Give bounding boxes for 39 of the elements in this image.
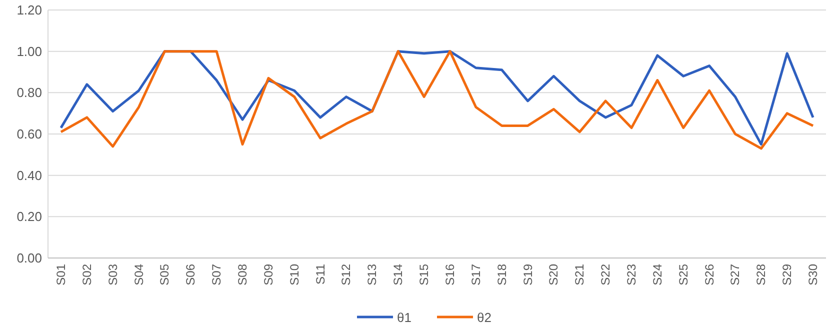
legend-label: θ2 bbox=[477, 310, 492, 325]
x-tick-label: S20 bbox=[546, 264, 561, 286]
x-tick-label: S01 bbox=[54, 264, 68, 286]
x-tick-label: S11 bbox=[313, 264, 328, 284]
x-tick-label: S06 bbox=[184, 264, 198, 286]
x-tick-label: S19 bbox=[520, 264, 535, 286]
x-tick-label: S17 bbox=[468, 264, 483, 286]
x-tick-label: S15 bbox=[417, 264, 432, 286]
x-tick-label: S22 bbox=[598, 264, 613, 286]
x-tick-label: S08 bbox=[236, 264, 250, 286]
x-tick-label: S12 bbox=[339, 264, 354, 286]
x-tick-label: S21 bbox=[572, 264, 587, 286]
x-tick-label: S10 bbox=[287, 264, 302, 286]
legend-label: θ1 bbox=[397, 310, 412, 325]
x-tick-label: S03 bbox=[106, 264, 120, 286]
x-tick-label: S26 bbox=[702, 264, 716, 286]
x-tick-label: S28 bbox=[754, 264, 768, 286]
x-tick-label: S25 bbox=[676, 264, 690, 286]
x-tick-label: S05 bbox=[158, 264, 172, 286]
y-tick-label: 0.60 bbox=[16, 126, 42, 142]
x-tick-label: S04 bbox=[132, 264, 146, 286]
y-tick-label: 1.20 bbox=[16, 2, 42, 18]
x-tick-label: S29 bbox=[780, 264, 794, 286]
x-tick-label: S30 bbox=[806, 264, 820, 286]
x-tick-label: S13 bbox=[365, 264, 380, 286]
x-tick-label: S07 bbox=[210, 264, 224, 286]
y-tick-label: 0.80 bbox=[16, 85, 42, 100]
y-tick-label: 0.00 bbox=[16, 250, 42, 266]
x-tick-label: S23 bbox=[624, 264, 638, 286]
y-tick-label: 1.00 bbox=[16, 44, 42, 59]
x-tick-label: S18 bbox=[494, 264, 509, 286]
y-tick-label: 0.20 bbox=[16, 209, 42, 224]
x-tick-label: S14 bbox=[391, 264, 406, 286]
x-tick-label: S27 bbox=[728, 264, 742, 286]
x-tick-label: S24 bbox=[650, 264, 664, 286]
x-tick-label: S02 bbox=[80, 264, 94, 286]
y-tick-label: 0.40 bbox=[16, 168, 42, 183]
x-tick-label: S09 bbox=[261, 264, 276, 286]
x-tick-label: S16 bbox=[442, 264, 457, 286]
